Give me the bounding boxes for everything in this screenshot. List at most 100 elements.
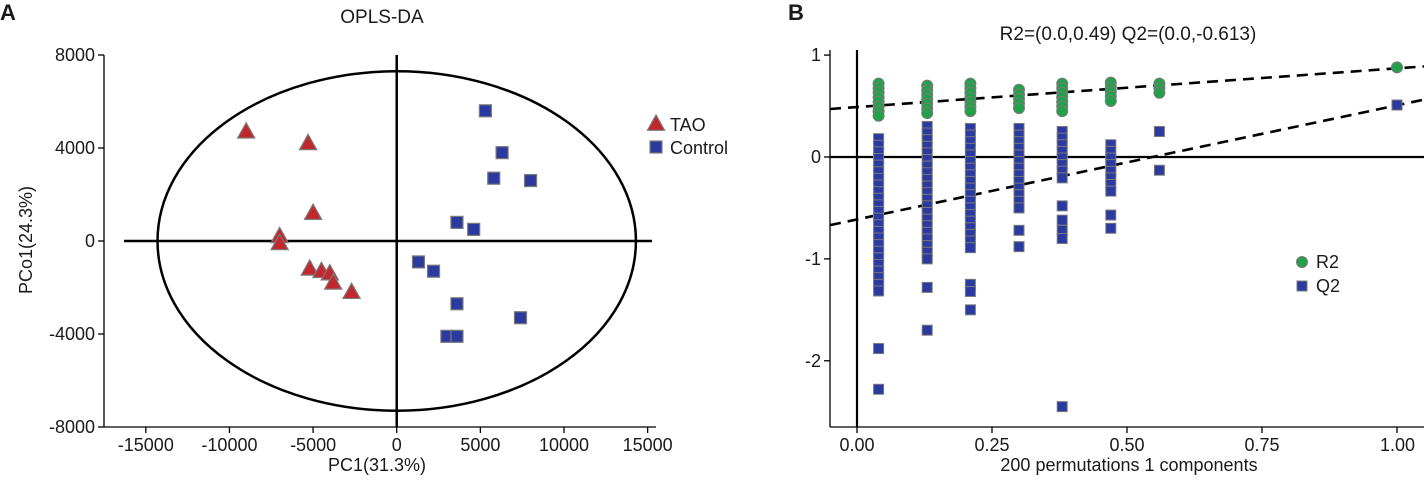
panel-b: B R2=(0.0,0.49) Q2=(0.0,-0.613) 0.00 0.25… (788, 0, 1424, 475)
r2-point (1391, 61, 1403, 74)
panel-a-x-tick-label: 15000 (623, 435, 673, 455)
q2-point (1105, 209, 1117, 221)
panel-a-points (236, 104, 538, 343)
control-point (523, 173, 538, 188)
panel-a-plot-area: -15000 -10000 -5000 0 5000 10000 15000 8000 400… (49, 45, 673, 455)
panel-b-y-tick-label: 1 (811, 45, 821, 65)
legend-label-control: Control (670, 138, 728, 158)
control-point (450, 215, 464, 229)
panel-b-y-ticks: 1 0 -1 -2 (805, 45, 830, 371)
panel-a: A OPLS-DA -15000 -10000 -5000 0 5000 10000 150… (0, 0, 728, 475)
panel-a-x-tick-label: 5000 (460, 435, 500, 455)
q2-point (1056, 214, 1068, 226)
panel-b-x-tick-label: 0.00 (839, 435, 874, 455)
panel-b-q2-points (873, 99, 1403, 413)
panel-a-y-tick-label: 4000 (55, 138, 95, 158)
tao-point (298, 133, 318, 151)
panel-a-y-tick-label: -8000 (49, 417, 95, 437)
panel-b-legend: R2 Q2 (1296, 252, 1340, 296)
panel-a-y-tick-label: 0 (85, 231, 95, 251)
q2-point (1013, 224, 1025, 236)
tao-point (236, 121, 256, 139)
r2-point (964, 105, 977, 118)
q2-point (964, 242, 976, 254)
r2-point (1056, 105, 1069, 118)
q2-point (964, 285, 976, 297)
q2-point (964, 304, 976, 316)
q2-point (1056, 200, 1068, 212)
legend-label-tao: TAO (670, 115, 706, 135)
q2-point (1013, 202, 1025, 214)
q2-point (1013, 241, 1025, 253)
q2-point (1153, 164, 1165, 176)
q2-point (1391, 99, 1403, 111)
control-point (513, 311, 528, 325)
tao-point (303, 202, 323, 220)
panel-a-x-tick-label: 0 (392, 435, 402, 455)
q2-point (921, 324, 933, 336)
legend-marker-control (649, 140, 663, 154)
q2-point (1056, 172, 1068, 184)
panel-a-y-ticks: 8000 4000 0 -4000 -8000 (49, 45, 104, 437)
r2-point (1013, 102, 1025, 115)
q2-point (921, 281, 933, 293)
tao-point (341, 281, 362, 300)
r2-point (872, 109, 885, 122)
panel-b-x-label: 200 permutations 1 components (1000, 455, 1257, 475)
control-point (426, 264, 441, 278)
q2-point (873, 383, 885, 395)
panel-b-regression-lines (829, 65, 1424, 227)
panel-b-letter: B (788, 0, 804, 25)
q2-point (873, 285, 885, 297)
panel-b-x-tick-label: 0.50 (1109, 435, 1144, 455)
panel-a-letter: A (0, 0, 16, 25)
q2-point (1105, 185, 1117, 197)
q2-point (1153, 126, 1165, 138)
panel-a-title: OPLS-DA (340, 7, 424, 28)
panel-b-plot-area: 0.00 0.25 0.50 0.75 1.00 1 0 -1 -2 (805, 45, 1424, 455)
tao-point (323, 272, 343, 290)
legend-marker-tao (646, 113, 666, 131)
r2-point (1104, 94, 1117, 107)
control-point (487, 171, 501, 185)
control-point (478, 104, 492, 118)
panel-a-x-tick-label: -15000 (118, 435, 174, 455)
panel-b-y-tick-label: 0 (811, 147, 821, 167)
regression-line-r2 (829, 65, 1424, 111)
panel-b-r2-points (872, 61, 1403, 122)
control-point (495, 146, 509, 160)
q2-point (873, 343, 885, 355)
control-point (450, 329, 464, 343)
legend-label-q2: Q2 (1316, 276, 1340, 296)
panel-a-y-tick-label: -4000 (49, 324, 95, 344)
tao-point (270, 233, 290, 251)
panel-a-legend: TAO Control (646, 113, 728, 158)
q2-point (1056, 401, 1068, 413)
q2-point (1105, 222, 1117, 234)
q2-point (1056, 233, 1068, 244)
panel-a-x-ticks: -15000 -10000 -5000 0 5000 10000 15000 (118, 427, 673, 455)
panel-b-x-ticks: 0.00 0.25 0.50 0.75 1.00 (839, 427, 1415, 455)
control-point (450, 297, 464, 311)
panel-a-x-tick-label: -10000 (201, 435, 257, 455)
panel-b-x-tick-label: 1.00 (1380, 435, 1415, 455)
control-point (467, 222, 481, 236)
panel-b-x-tick-label: 0.25 (974, 435, 1009, 455)
r2-point (921, 107, 934, 120)
tao-point (300, 258, 320, 276)
q2-point (921, 253, 933, 265)
control-point (411, 255, 426, 269)
legend-label-r2: R2 (1316, 252, 1339, 272)
panel-a-y-label: PCo1(24.3%) (16, 186, 36, 294)
panel-b-y-tick-label: -1 (805, 249, 821, 269)
r2-point (1153, 86, 1166, 99)
regression-line-q2 (829, 98, 1424, 227)
panel-a-y-tick-label: 8000 (55, 45, 95, 65)
legend-marker-q2 (1296, 280, 1308, 292)
legend-marker-r2 (1296, 256, 1308, 268)
panel-a-x-label: PC1(31.3%) (328, 455, 426, 475)
panel-a-x-tick-label: 10000 (539, 435, 589, 455)
panel-a-x-tick-label: -5000 (290, 435, 336, 455)
panel-b-y-tick-label: -2 (805, 351, 821, 371)
